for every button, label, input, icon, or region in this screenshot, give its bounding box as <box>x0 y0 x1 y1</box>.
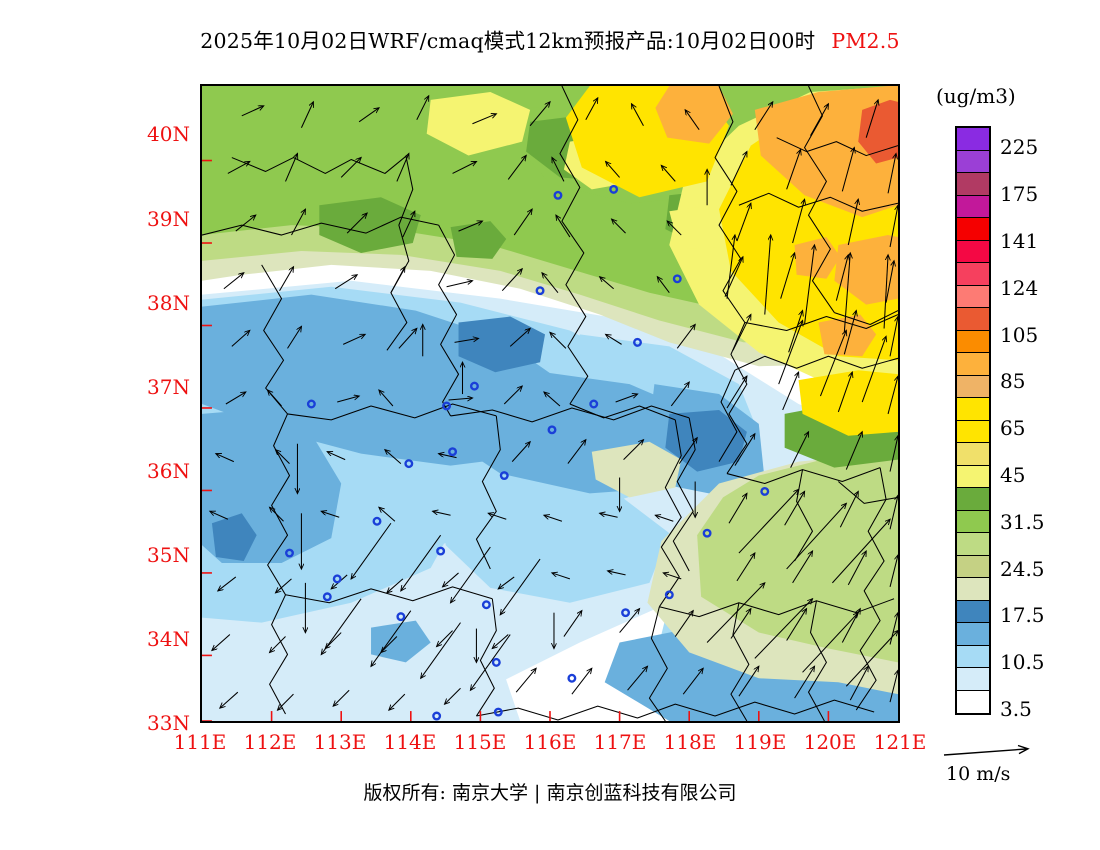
wind-scale-label: 10 m/s <box>946 763 1011 785</box>
colorbar-band-7 <box>957 285 989 308</box>
lon-label-111E: 111E <box>173 730 227 754</box>
lon-label-112E: 112E <box>243 730 297 754</box>
colorbar-band-4 <box>957 218 989 241</box>
colorbar-band-2 <box>957 173 989 196</box>
lon-label-114E: 114E <box>383 730 437 754</box>
colorbar-band-18 <box>957 533 989 556</box>
colorbar-tick-10.5: 10.5 <box>1000 650 1045 675</box>
colorbar-band-1 <box>957 150 989 173</box>
colorbar-tick-24.5: 24.5 <box>1000 556 1045 581</box>
colorbar-band-9 <box>957 330 989 353</box>
title-species-text: PM2.5 <box>831 29 900 53</box>
wind-scale-key: 10 m/s <box>940 744 1090 785</box>
concentration-contour-fills <box>202 86 898 721</box>
lat-label-37N: 37N <box>147 374 190 399</box>
copyright-footer: 版权所有: 南京大学 | 南京创蓝科技有限公司 <box>0 778 1100 805</box>
lon-label-121E: 121E <box>873 730 927 754</box>
wind-vector-field <box>210 96 898 710</box>
map-tick-marks <box>202 159 830 721</box>
lon-label-115E: 115E <box>453 730 507 754</box>
colorbar-band-3 <box>957 195 989 218</box>
colorbar-band-23 <box>957 645 989 668</box>
colorbar-band-14 <box>957 443 989 466</box>
colorbar[interactable] <box>955 126 991 715</box>
province-boundaries <box>202 86 898 721</box>
colorbar-tick-175: 175 <box>1000 182 1039 207</box>
colorbar-tick-85: 85 <box>1000 369 1026 394</box>
lat-label-33N: 33N <box>147 711 190 735</box>
colorbar-band-24 <box>957 668 989 691</box>
colorbar-band-16 <box>957 488 989 511</box>
colorbar-tick-65: 65 <box>1000 416 1026 441</box>
colorbar-tick-31.5: 31.5 <box>1000 509 1045 534</box>
colorbar-band-5 <box>957 240 989 263</box>
forecast-map-canvas[interactable] <box>202 86 898 721</box>
colorbar-band-12 <box>957 398 989 421</box>
lat-label-35N: 35N <box>147 542 190 567</box>
lon-label-113E: 113E <box>313 730 367 754</box>
city-markers <box>285 184 770 721</box>
colorbar-band-21 <box>957 600 989 623</box>
lat-label-36N: 36N <box>147 458 190 483</box>
colorbar-tick-105: 105 <box>1000 322 1039 347</box>
lon-label-118E: 118E <box>663 730 717 754</box>
lat-label-39N: 39N <box>147 206 190 231</box>
colorbar-tick-141: 141 <box>1000 229 1039 253</box>
colorbar-band-25 <box>957 690 989 713</box>
colorbar-band-6 <box>957 263 989 286</box>
colorbar-band-10 <box>957 353 989 376</box>
lat-label-34N: 34N <box>147 626 190 651</box>
lat-label-40N: 40N <box>147 122 190 147</box>
colorbar-band-19 <box>957 555 989 578</box>
colorbar-tick-17.5: 17.5 <box>1000 603 1045 628</box>
lon-label-116E: 116E <box>523 730 577 754</box>
colorbar-band-15 <box>957 465 989 488</box>
forecast-map-panel[interactable] <box>200 84 900 723</box>
colorbar-tick-225: 225 <box>1000 135 1039 160</box>
title-main-text: 2025年10月02日WRF/cmaq模式12km预报产品:10月02日00时 <box>200 29 816 53</box>
colorbar-band-20 <box>957 578 989 601</box>
colorbar-tick-3.5: 3.5 <box>1000 697 1032 721</box>
lon-label-120E: 120E <box>803 730 857 754</box>
legend-units-label: (ug/m3) <box>936 84 1016 108</box>
colorbar-band-17 <box>957 510 989 533</box>
colorbar-band-11 <box>957 375 989 398</box>
lon-label-117E: 117E <box>593 730 647 754</box>
page-title: 2025年10月02日WRF/cmaq模式12km预报产品:10月02日00时 P… <box>0 24 1100 54</box>
colorbar-tick-45: 45 <box>1000 463 1026 487</box>
colorbar-band-0 <box>957 128 989 151</box>
lat-label-38N: 38N <box>147 290 190 315</box>
colorbar-band-8 <box>957 308 989 331</box>
colorbar-band-22 <box>957 623 989 646</box>
copyright-text: 版权所有: 南京大学 | 南京创蓝科技有限公司 <box>363 782 737 804</box>
colorbar-tick-124: 124 <box>1000 275 1039 300</box>
lon-label-119E: 119E <box>733 730 787 754</box>
wind-reference-arrow-icon <box>943 744 1030 756</box>
colorbar-band-13 <box>957 420 989 443</box>
